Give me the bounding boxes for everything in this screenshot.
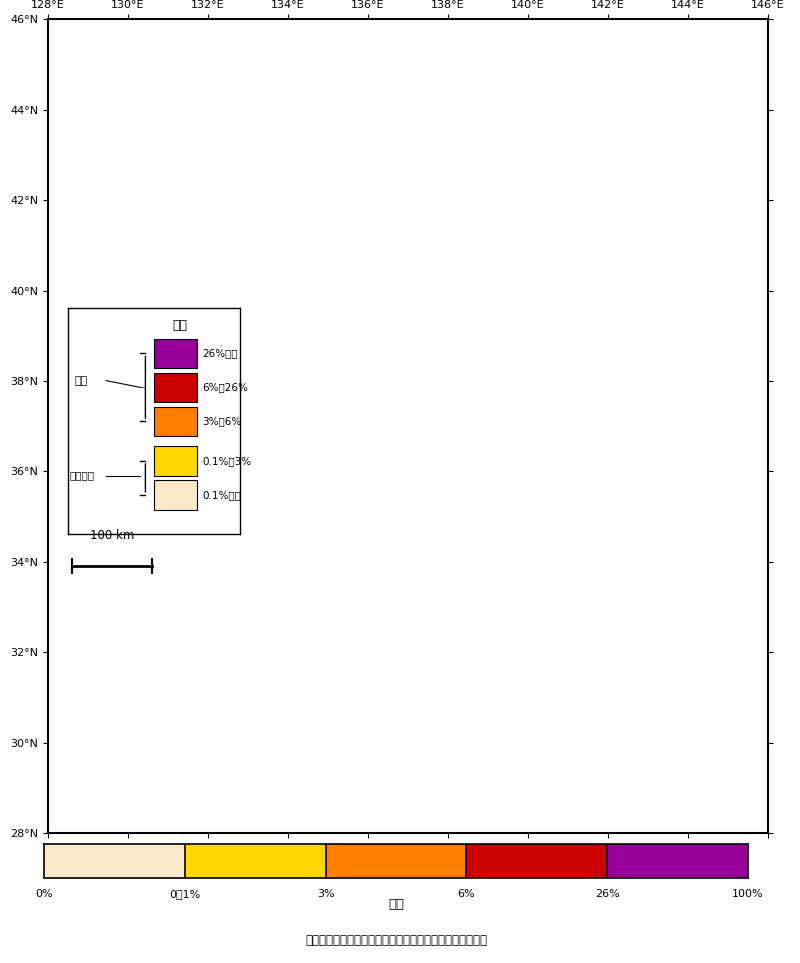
Bar [154, 481, 197, 509]
Text: 26%: 26% [595, 889, 619, 898]
Bar [154, 339, 197, 368]
Text: 100 km: 100 km [90, 529, 134, 541]
Bar [466, 844, 607, 878]
Bar [154, 373, 197, 403]
Text: 確率: 確率 [172, 320, 187, 332]
Text: 26%以上: 26%以上 [202, 349, 238, 358]
Text: やや高い: やや高い [70, 471, 94, 481]
Bar [185, 844, 326, 878]
Bar [154, 446, 197, 476]
Bar [326, 844, 466, 878]
Text: 0.1%～3%: 0.1%～3% [202, 455, 251, 466]
Text: 3%～6%: 3%～6% [202, 416, 242, 427]
Text: 100%: 100% [732, 889, 764, 898]
Text: 高い: 高い [75, 376, 88, 385]
Text: （モデル計算条件により確率ゼロのメッシュは白色表示）: （モデル計算条件により確率ゼロのメッシュは白色表示） [305, 934, 487, 947]
Bar [44, 844, 185, 878]
Text: 0．1%: 0．1% [169, 889, 201, 898]
Text: 3%: 3% [317, 889, 334, 898]
Text: 0%: 0% [35, 889, 53, 898]
Text: 6%: 6% [458, 889, 475, 898]
Text: 0.1%未満: 0.1%未満 [202, 490, 241, 500]
Text: 6%～26%: 6%～26% [202, 382, 248, 392]
Text: 確率: 確率 [388, 898, 404, 911]
Bar [607, 844, 748, 878]
Bar [154, 406, 197, 436]
